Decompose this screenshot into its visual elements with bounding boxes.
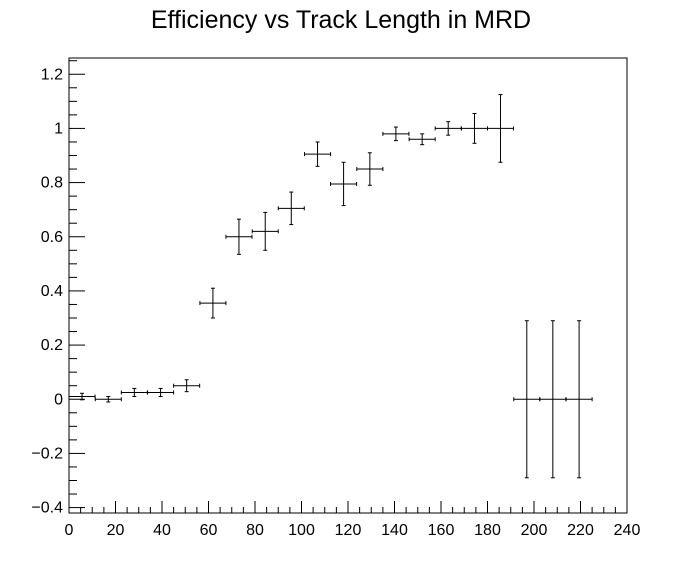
x-tick-label: 140	[381, 522, 408, 539]
x-tick-label: 240	[614, 522, 641, 539]
x-tick-label: 160	[428, 522, 455, 539]
data-point	[487, 94, 515, 163]
data-point	[460, 113, 488, 144]
y-tick-label: 1.2	[41, 66, 63, 83]
data-point	[356, 152, 384, 186]
y-tick-label: 0.6	[41, 229, 63, 246]
data-point	[68, 392, 96, 401]
x-tick-label: 20	[107, 522, 125, 539]
x-tick-label: 0	[65, 522, 74, 539]
data-point	[199, 287, 227, 319]
data-point	[513, 320, 541, 479]
data-point	[330, 161, 358, 207]
data-point	[539, 320, 567, 479]
y-tick-label: −0.4	[31, 500, 63, 517]
data-point	[408, 133, 436, 146]
data-point	[277, 191, 305, 226]
x-tick-label: 80	[246, 522, 264, 539]
data-point	[225, 218, 253, 255]
data-point	[120, 387, 148, 398]
x-tick-label: 220	[567, 522, 594, 539]
axes: 0 20 40 60 80 100 120 140 160 180 200 220 240 −0.4 −0.…	[31, 60, 641, 539]
data-point	[382, 126, 410, 142]
data-point	[94, 396, 122, 403]
y-tick-label: 1	[54, 120, 63, 137]
data-point	[251, 211, 279, 251]
x-tick-label: 120	[335, 522, 362, 539]
x-tick-label: 200	[521, 522, 548, 539]
y-tick-label: 0.2	[41, 337, 63, 354]
x-tick-label: 40	[153, 522, 171, 539]
chart-title: Efficiency vs Track Length in MRD	[151, 6, 531, 34]
y-tick-label: 0	[54, 391, 63, 408]
data-point	[304, 141, 332, 167]
data-point	[434, 121, 462, 136]
x-tick-label: 180	[474, 522, 501, 539]
data-point	[173, 379, 201, 393]
y-tick-label: 0.8	[41, 175, 63, 192]
y-tick-label: 0.4	[41, 283, 63, 300]
data-point	[147, 387, 175, 398]
x-tick-label: 60	[200, 522, 218, 539]
plot-frame	[68, 57, 628, 514]
data-point	[565, 320, 593, 479]
y-tick-label: −0.2	[31, 445, 63, 462]
data-points	[68, 94, 593, 479]
x-tick-label: 100	[288, 522, 315, 539]
